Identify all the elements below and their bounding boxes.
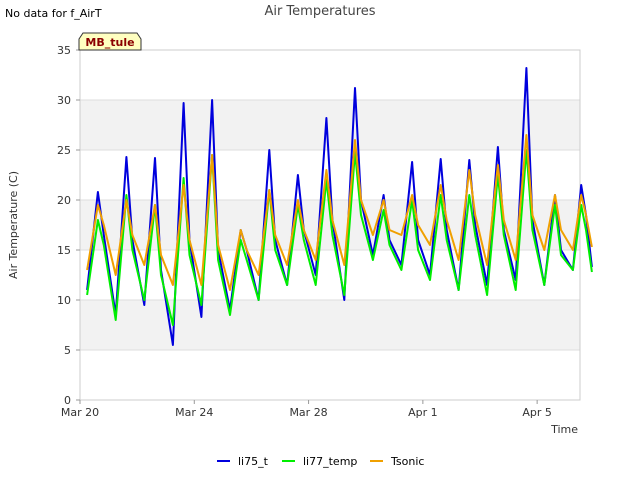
legend-label-Tsonic: Tsonic [390,455,424,468]
legend-label-li77-temp: li77_temp [303,455,357,468]
x-tick-label: Apr 5 [522,406,552,419]
x-tick-label: Apr 1 [408,406,438,419]
series-line-Tsonic [86,134,593,291]
y-tick-label: 10 [57,294,71,307]
y-axis-ticks: 0 5 10 15 20 25 30 35 [57,44,80,407]
no-data-note: No data for f_AirT [5,7,102,20]
x-tick-label: Mar 24 [175,406,213,419]
background-band [80,100,580,150]
series-lines [86,67,593,346]
x-tick-label: Mar 20 [61,406,99,419]
legend-label-li75-t: li75_t [238,455,269,468]
y-tick-label: 20 [57,194,71,207]
y-tick-label: 15 [57,244,71,257]
x-tick-label: Mar 28 [289,406,327,419]
station-tag-label: MB_tule [85,36,134,49]
y-tick-label: 35 [57,44,71,57]
series-line-li77-temp [86,149,593,326]
x-axis-ticks: Mar 20 Mar 24 Mar 28 Apr 1 Apr 5 [61,400,552,419]
y-tick-label: 25 [57,144,71,157]
y-tick-label: 30 [57,94,71,107]
chart-title: Air Temperatures [264,4,376,19]
background-bands [80,100,580,350]
station-tag-box [78,32,142,51]
legend: li75_t li77_temp Tsonic [217,455,424,468]
y-tick-label: 0 [64,394,71,407]
background-band [80,300,580,350]
x-axis-label: Time [550,423,578,436]
plot-frame [79,49,581,401]
y-tick-label: 5 [64,344,71,357]
y-axis-label: Air Temperature (C) [7,171,20,279]
station-tag: MB_tule [78,32,142,51]
